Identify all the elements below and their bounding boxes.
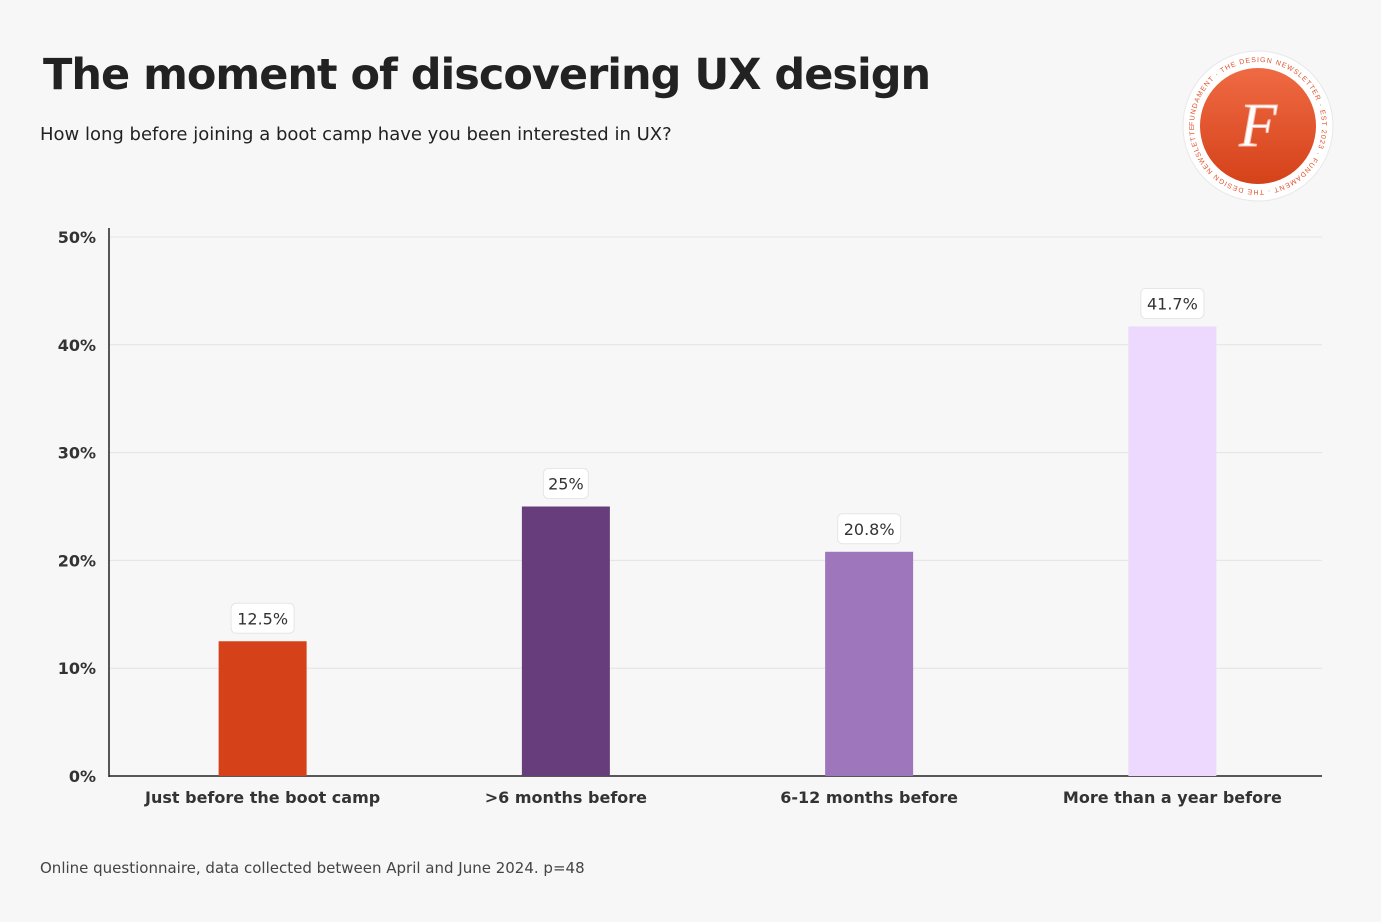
footer-note: Online questionnaire, data collected bet… — [40, 859, 585, 877]
bar — [1128, 326, 1217, 776]
bar — [825, 551, 914, 776]
data-label-box — [542, 468, 589, 499]
bar-chart: 0% 10% 20% 30% 40% 50% 12.5% Just before the bo… — [58, 228, 1322, 807]
svg-text:F: F — [1238, 92, 1278, 160]
y-tick-label: 40% — [58, 336, 96, 355]
y-tick-label: 50% — [58, 228, 96, 247]
y-tick-label: 10% — [58, 659, 96, 678]
data-label: 25% — [548, 475, 584, 494]
x-tick-label: More than a year before — [1063, 788, 1282, 807]
data-label-box — [230, 602, 295, 634]
x-tick-label: 6-12 months before — [780, 788, 958, 807]
data-label-box — [837, 513, 902, 545]
data-label: 20.8% — [844, 520, 895, 539]
bar — [218, 641, 307, 776]
y-tick-label: 30% — [58, 444, 96, 463]
bar — [521, 506, 610, 776]
data-label-box — [1140, 287, 1205, 319]
y-tick-label: 20% — [58, 551, 96, 570]
data-label: 41.7% — [1147, 294, 1198, 313]
data-label: 12.5% — [237, 609, 288, 628]
x-tick-label: Just before the boot camp — [144, 788, 380, 807]
chart-subtitle: How long before joining a boot camp have… — [40, 124, 672, 145]
chart-title: The moment of discovering UX design — [43, 50, 931, 100]
y-tick-label: 0% — [69, 767, 96, 786]
fundament-logo: FUNDAMENT · THE DESIGN NEWSLETTER · EST … — [1182, 50, 1334, 202]
x-tick-label: >6 months before — [485, 788, 647, 807]
